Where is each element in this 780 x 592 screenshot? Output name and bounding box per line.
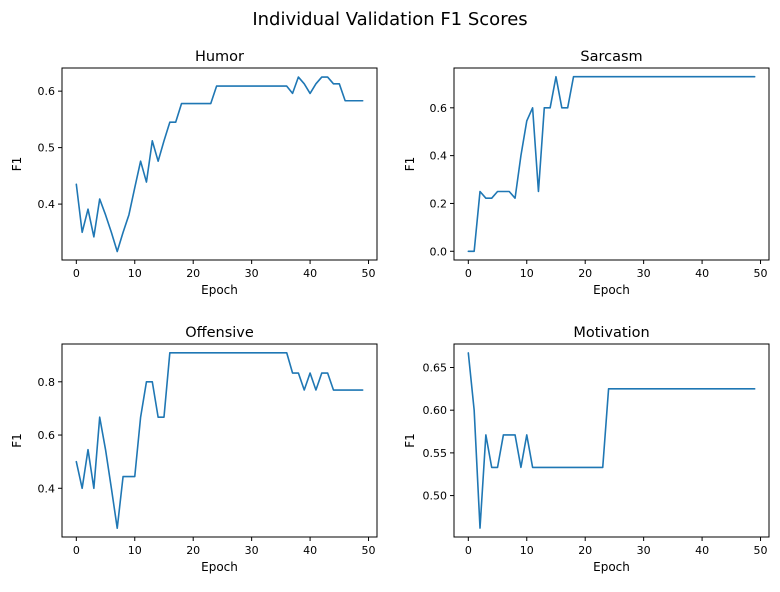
y-tick-label: 0.4 [430,150,448,163]
x-tick-label: 50 [754,267,768,280]
panel-offensive: 0 10 20 30 40 50 0.4 0.6 0.8 Offensive Epoch F1 [10,325,378,574]
panel-humor: 0 10 20 30 40 50 0.4 0.5 0.6 Humor Epoch F1 [10,49,378,297]
axes-frame [61,343,378,538]
x-tick-label: 50 [754,544,768,557]
x-tick-label: 40 [303,544,317,557]
y-axis-label: F1 [10,433,24,448]
y-tick-label: 0.6 [38,85,56,98]
x-tick-label: 10 [128,267,142,280]
x-tick-label: 20 [578,267,592,280]
x-axis-label: Epoch [593,560,630,574]
series-line-motivation [467,352,756,529]
x-tick-label: 10 [520,544,534,557]
x-tick-label: 30 [245,544,259,557]
y-tick-label: 0.60 [423,404,448,417]
x-tick-label: 30 [245,267,259,280]
y-tick-label: 0.65 [423,361,448,374]
panel-title: Humor [195,49,244,65]
x-tick-label: 50 [362,544,376,557]
x-tick-label: 20 [186,267,200,280]
y-tick-label: 0.8 [38,376,56,389]
panel-motivation: 0 10 20 30 40 50 0.50 0.55 0.60 0.65 Motivation Epo… [403,325,770,574]
y-axis-label: F1 [403,157,417,172]
panel-title: Offensive [185,325,254,341]
axes-frame [453,343,770,538]
series-line-sarcasm [467,75,756,253]
panel-title: Sarcasm [580,49,642,65]
x-tick-label: 50 [362,267,376,280]
x-tick-label: 30 [637,544,651,557]
x-tick-label: 40 [303,267,317,280]
x-tick-label: 0 [73,544,80,557]
x-tick-label: 40 [695,267,709,280]
x-tick-label: 0 [465,267,472,280]
series-line-humor [75,76,364,253]
y-axis-label: F1 [403,433,417,448]
x-tick-label: 30 [637,267,651,280]
x-tick-label: 20 [578,544,592,557]
y-tick-label: 0.0 [430,245,448,258]
y-tick-label: 0.55 [423,447,448,460]
y-axis-label: F1 [10,157,24,172]
y-tick-label: 0.6 [430,102,448,115]
series-line-offensive [75,351,364,530]
y-tick-label: 0.50 [423,490,448,503]
y-tick-label: 0.4 [38,198,56,211]
axes-frame [453,67,770,261]
figure-title: Individual Validation F1 Scores [252,9,527,30]
x-axis-label: Epoch [201,283,238,297]
x-tick-label: 0 [73,267,80,280]
panel-title: Motivation [573,325,649,341]
axes-frame [61,67,378,261]
x-tick-label: 10 [520,267,534,280]
x-tick-label: 40 [695,544,709,557]
x-axis-label: Epoch [201,560,238,574]
panel-sarcasm: 0 10 20 30 40 50 0.0 0.2 0.4 0.6 Sarcasm Epoch F1 [403,49,770,297]
y-tick-label: 0.4 [38,482,56,495]
x-tick-label: 20 [186,544,200,557]
y-tick-label: 0.2 [430,197,448,210]
x-tick-label: 10 [128,544,142,557]
y-tick-label: 0.6 [38,429,56,442]
x-axis-label: Epoch [593,283,630,297]
y-tick-label: 0.5 [38,142,56,155]
x-tick-label: 0 [465,544,472,557]
